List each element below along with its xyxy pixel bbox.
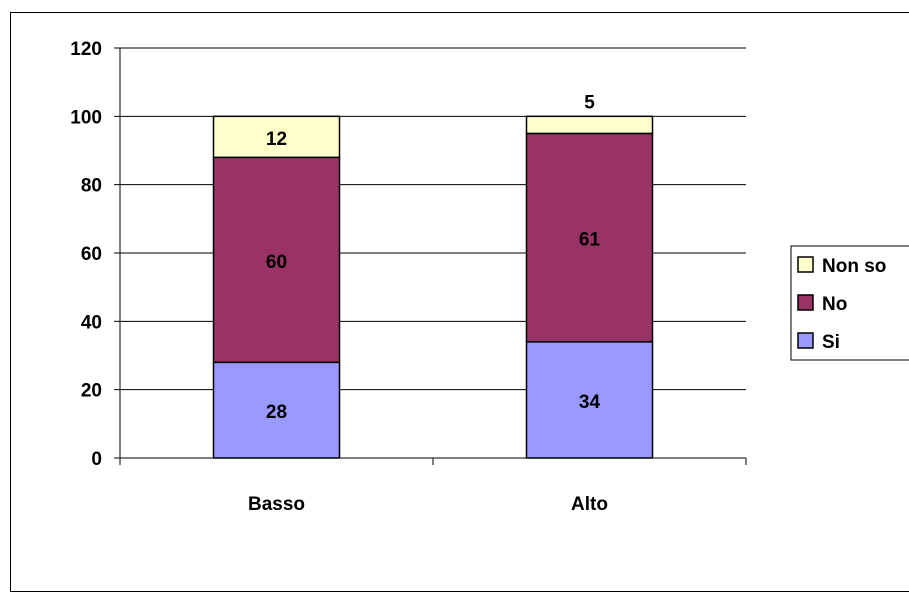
x-category-label: Alto (571, 494, 608, 515)
data-label: 61 (579, 230, 601, 251)
legend-label: Non so (822, 256, 886, 277)
stacked-bar-chart: 0 20 40 60 80 100 120 Basso Alto 28 60 12 34 61 5 Non… (70, 39, 909, 515)
legend-swatch (797, 256, 814, 273)
legend-swatch (797, 332, 814, 349)
legend-label: No (822, 294, 847, 315)
data-label: 12 (266, 129, 287, 150)
data-label: 60 (266, 252, 287, 273)
bars (212, 115, 654, 459)
x-category-label: Basso (248, 494, 305, 515)
legend: Non so No Si (790, 245, 909, 361)
bar-segment-no (525, 132, 654, 343)
bar-segment-si (525, 341, 654, 459)
y-tick-label: 20 (81, 381, 102, 402)
y-tick-label: 60 (81, 244, 102, 265)
bar-segment-non-so (525, 115, 654, 135)
y-tick-label: 40 (81, 312, 102, 333)
bar-segment-non-so (212, 115, 341, 159)
axes: 0 20 40 60 80 100 120 Basso Alto (70, 39, 747, 515)
data-label: 28 (266, 402, 287, 423)
y-tick-label: 0 (91, 449, 102, 470)
y-tick-label: 120 (70, 39, 102, 60)
y-tick-label: 80 (81, 176, 102, 197)
bar-segment-no (212, 156, 341, 364)
legend-label: Si (822, 332, 840, 353)
data-label: 5 (584, 92, 595, 113)
legend-swatch (797, 294, 814, 311)
data-label: 34 (579, 392, 601, 413)
data-labels: 28 60 12 34 61 5 (266, 92, 601, 423)
chart-frame (10, 12, 909, 592)
y-tick-label: 100 (70, 107, 102, 128)
